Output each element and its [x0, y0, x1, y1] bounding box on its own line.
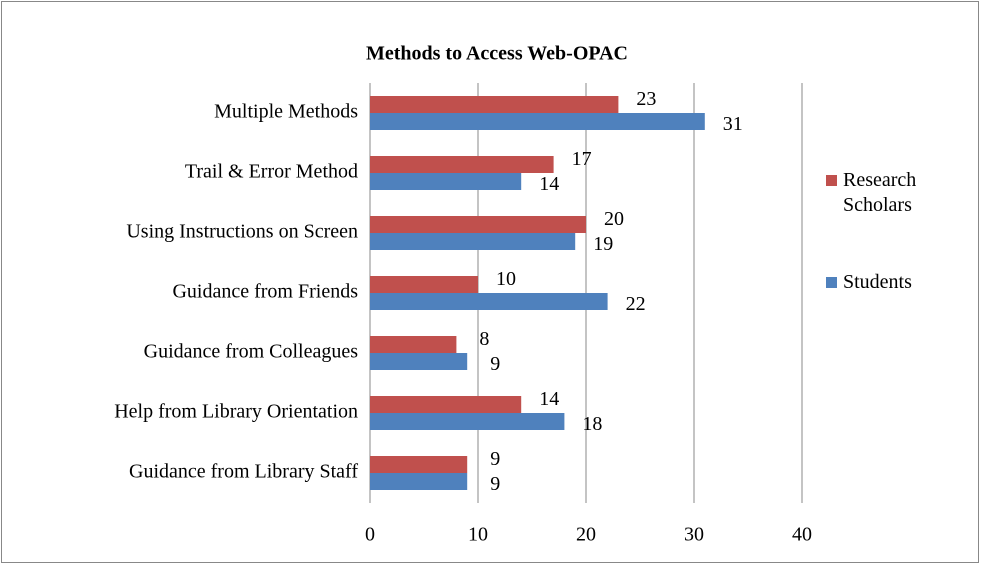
data-label: 22	[626, 293, 646, 315]
bar	[370, 96, 619, 113]
legend-swatch	[826, 277, 837, 288]
y-tick-label: Using Instructions on Screen	[126, 221, 358, 243]
bar	[370, 216, 586, 233]
bar	[370, 276, 478, 293]
y-tick-label: Multiple Methods	[214, 101, 358, 123]
x-tick-label: 10	[468, 524, 488, 546]
bar	[370, 156, 554, 173]
bar	[370, 396, 522, 413]
data-label: 9	[490, 448, 500, 470]
x-tick-label: 20	[576, 524, 596, 546]
legend-item: Research Scholars	[826, 168, 923, 218]
bar	[370, 173, 522, 190]
bar	[370, 413, 565, 430]
y-tick-label: Trail & Error Method	[185, 161, 358, 183]
legend-item: Students	[826, 270, 953, 295]
data-label: 8	[479, 328, 489, 350]
data-label: 19	[593, 233, 613, 255]
data-label: 9	[490, 353, 500, 375]
data-label: 10	[496, 268, 516, 290]
y-tick-label: Guidance from Colleagues	[144, 341, 359, 363]
bar	[370, 353, 468, 370]
bar	[370, 473, 468, 490]
data-label: 23	[636, 88, 656, 110]
data-label: 17	[572, 148, 592, 170]
x-tick-label: 40	[792, 524, 812, 546]
data-label: 18	[582, 413, 602, 435]
data-label: 14	[539, 173, 559, 195]
bar	[370, 293, 608, 310]
bar	[370, 113, 705, 130]
y-tick-label: Guidance from Friends	[172, 281, 358, 303]
bar	[370, 456, 468, 473]
y-tick-label: Guidance from Library Staff	[129, 461, 358, 483]
data-label: 14	[539, 388, 559, 410]
bar	[370, 336, 457, 353]
legend-swatch	[826, 175, 837, 186]
x-tick-label: 30	[684, 524, 704, 546]
chart-title: Methods to Access Web-OPAC	[366, 43, 628, 65]
y-tick-label: Help from Library Orientation	[114, 401, 358, 423]
data-label: 9	[490, 473, 500, 495]
bar	[370, 233, 576, 250]
legend-label: Research Scholars	[843, 169, 917, 216]
legend-label: Students	[843, 271, 912, 293]
x-tick-label: 0	[365, 524, 375, 546]
data-label: 31	[723, 113, 743, 135]
data-label: 20	[604, 208, 624, 230]
